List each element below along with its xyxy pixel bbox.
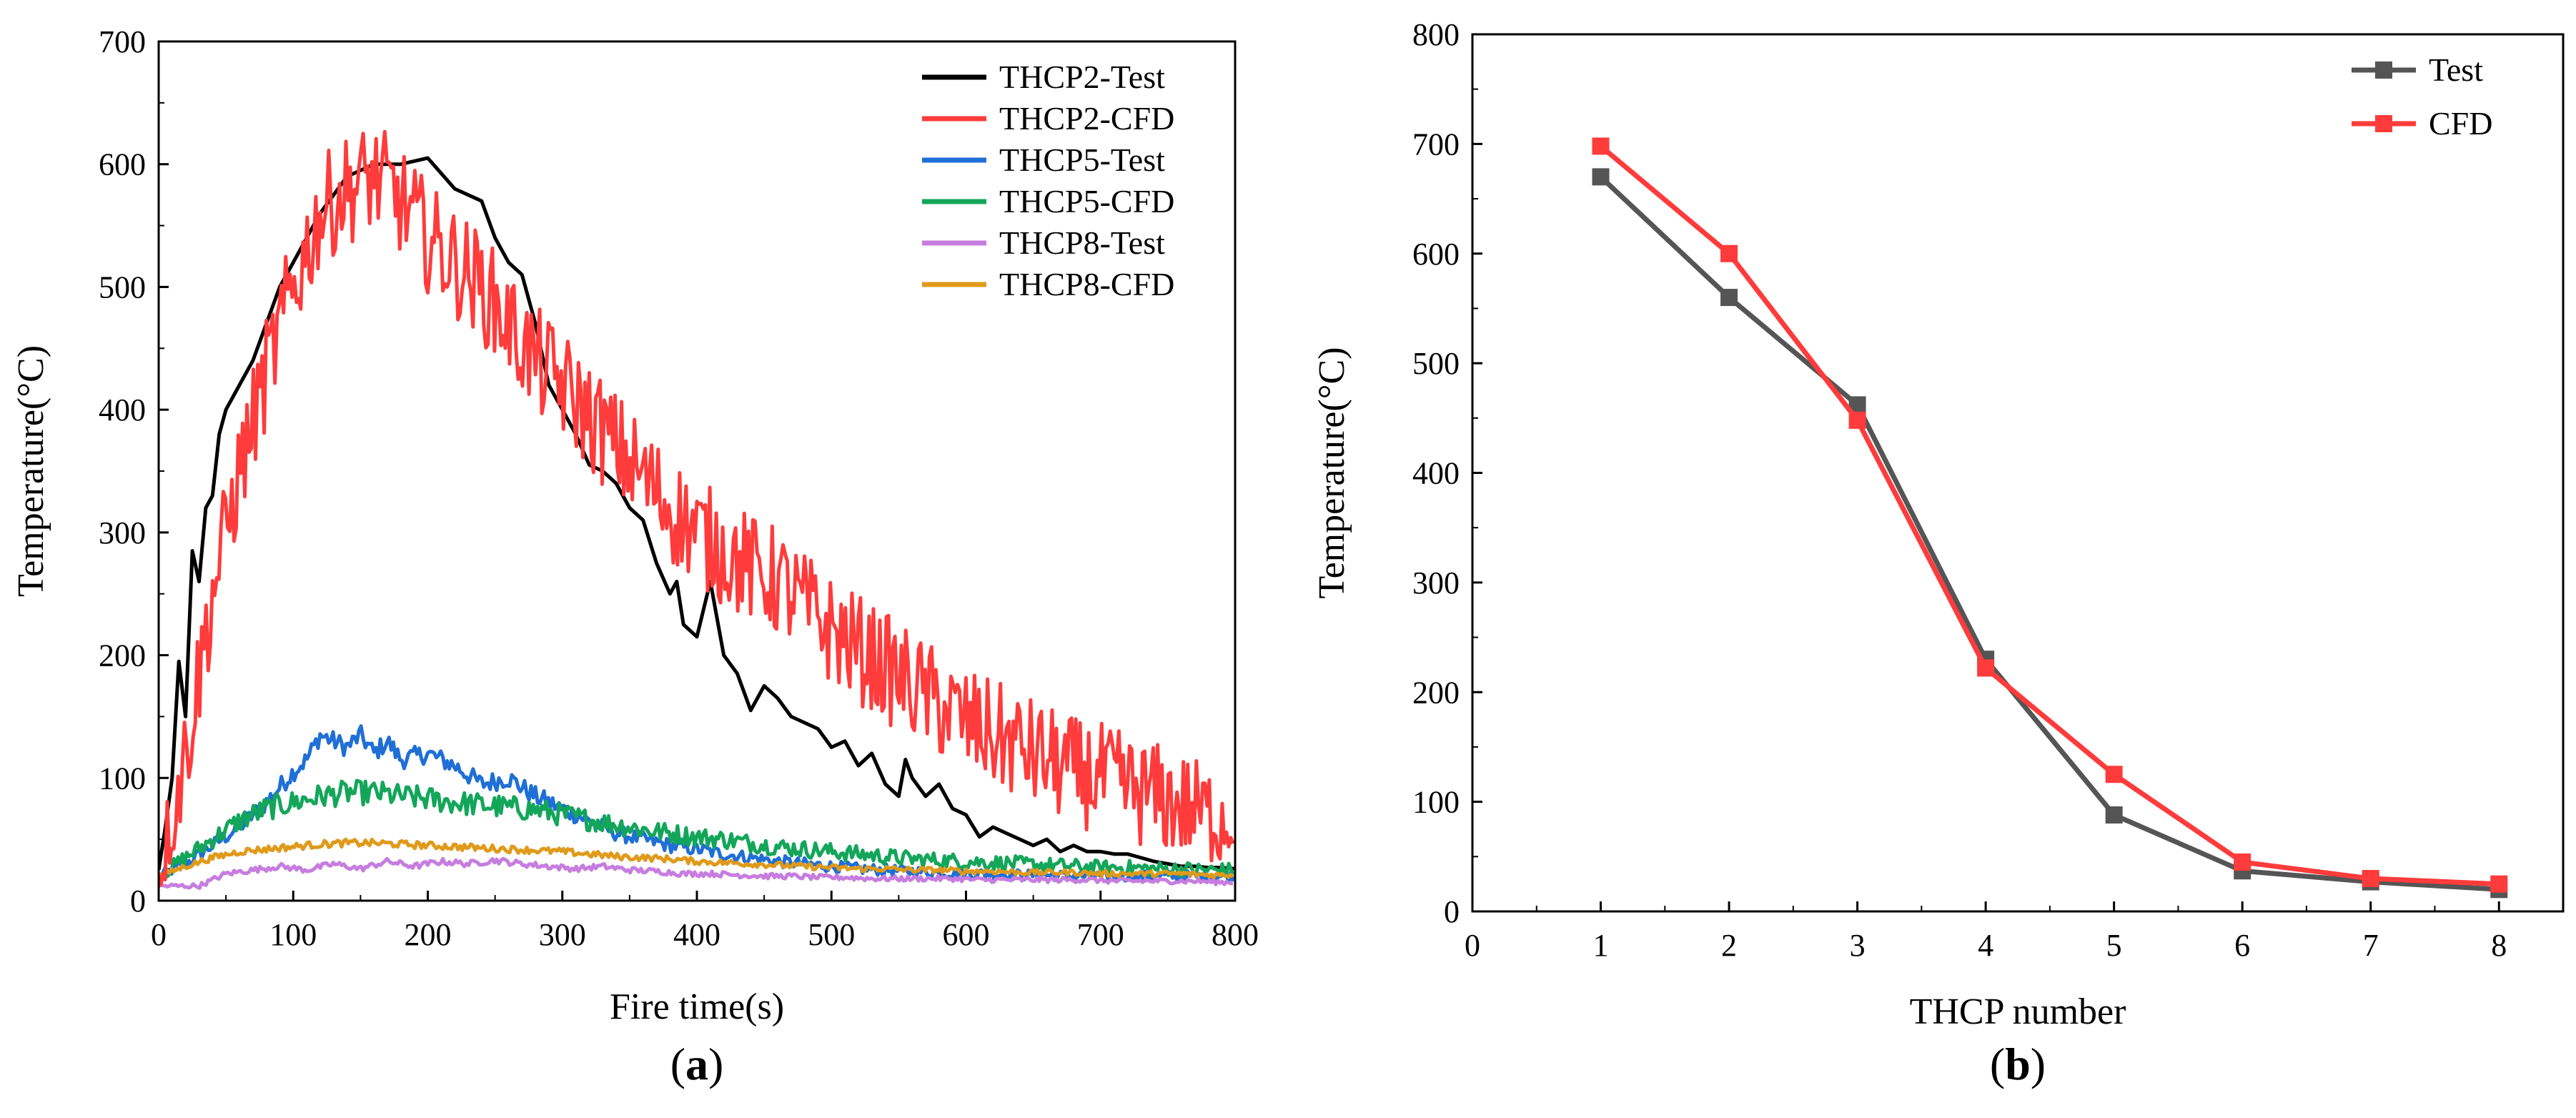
panel-a-x-axis-label: Fire time(s) <box>610 986 784 1027</box>
y-tick-label: 0 <box>130 884 146 919</box>
x-tick-label: 8 <box>2491 928 2507 963</box>
y-tick-label: 500 <box>99 269 146 305</box>
data-point-cfd <box>2234 853 2251 871</box>
legend-label: THCP2-CFD <box>999 100 1174 137</box>
x-tick-label: 1 <box>1593 928 1609 963</box>
panel-a-x-ticks: 0 100 200 300 400 500 600 700 800 <box>151 891 1259 952</box>
x-tick-label: 200 <box>405 917 452 952</box>
y-tick-label: 800 <box>1412 17 1460 52</box>
panel-b-legend: Test CFD <box>2352 51 2492 142</box>
series-line-thcp5-cfd <box>159 778 1235 884</box>
y-tick-label: 100 <box>1412 785 1460 820</box>
panel-a-y-axis-label: Temperature(°C) <box>11 345 51 597</box>
x-tick-label: 2 <box>1721 928 1737 963</box>
legend-label: THCP8-CFD <box>999 266 1174 302</box>
legend-label: THCP5-Test <box>999 142 1165 178</box>
data-point-test <box>1592 168 1610 186</box>
x-tick-label: 700 <box>1077 917 1124 952</box>
panel-b-caption-letter: b <box>2005 1039 2031 1089</box>
series-line-thcp2-cfd <box>159 129 1235 887</box>
panel-a-series-group <box>159 129 1235 890</box>
y-tick-label: 300 <box>1412 565 1460 600</box>
y-tick-label: 500 <box>1412 346 1460 381</box>
legend-marker-cfd <box>2375 115 2392 132</box>
x-tick-label: 800 <box>1212 917 1259 952</box>
y-tick-label: 700 <box>1412 127 1460 162</box>
x-tick-label: 0 <box>1465 928 1480 963</box>
y-tick-label: 200 <box>1412 675 1460 710</box>
data-point-cfd <box>2105 766 2123 783</box>
x-tick-label: 100 <box>269 917 317 952</box>
data-point-cfd <box>2362 869 2379 887</box>
legend-label: THCP2-Test <box>999 59 1165 95</box>
x-tick-label: 3 <box>1850 928 1866 963</box>
data-point-test <box>1720 289 1738 307</box>
legend-label: Test <box>2429 51 2483 88</box>
x-tick-label: 600 <box>943 917 990 952</box>
data-point-cfd <box>1592 137 1610 155</box>
x-tick-label: 5 <box>2106 928 2122 963</box>
data-point-cfd <box>1848 411 1866 429</box>
x-tick-label: 7 <box>2363 928 2379 963</box>
series-line-thcp8-cfd <box>159 837 1234 880</box>
legend-label: CFD <box>2429 105 2492 142</box>
series-line-cfd <box>1599 144 2500 887</box>
legend-label: THCP5-CFD <box>999 183 1174 219</box>
y-tick-label: 200 <box>99 638 146 673</box>
panel-b-series-group <box>1592 137 2508 899</box>
panel-b-y-axis-label: Temperature(°C) <box>1312 347 1352 598</box>
data-point-cfd <box>2490 875 2508 893</box>
y-tick-label: 400 <box>1412 456 1460 491</box>
panel-a-legend: THCP2-Test THCP2-CFD THCP5-Test THCP5-CFD TH… <box>922 59 1174 302</box>
panel-b-x-axis-label: THCP number <box>1910 991 2126 1032</box>
y-tick-label: 0 <box>1444 894 1460 929</box>
data-point-cfd <box>1720 244 1738 262</box>
series-line-test <box>1599 174 2500 892</box>
y-tick-label: 600 <box>99 147 146 182</box>
x-tick-label: 500 <box>808 917 855 952</box>
legend-label: THCP8-Test <box>999 224 1165 261</box>
panel-b-caption-label: (b) <box>1990 1039 2046 1089</box>
y-tick-label: 600 <box>1412 237 1460 272</box>
panel-b-plot-frame <box>1471 33 2565 913</box>
y-tick-label: 700 <box>99 24 146 59</box>
x-tick-label: 4 <box>1978 928 1993 963</box>
x-tick-label: 6 <box>2234 928 2250 963</box>
panel-b: 0 1 2 3 4 5 6 7 8 0 100 200 300 400 500 600 700 800 Test… <box>1312 17 2565 1089</box>
y-tick-label: 100 <box>99 761 146 796</box>
series-line-thcp8-test <box>159 856 1234 890</box>
panel-a-caption-letter: a <box>685 1039 708 1089</box>
x-tick-label: 0 <box>151 917 167 952</box>
y-tick-label: 300 <box>99 515 146 550</box>
panel-b-y-ticks: 0 100 200 300 400 500 600 700 800 <box>1412 17 1482 929</box>
panel-a: 0 100 200 300 400 500 600 700 800 0 100 200 300 400 5… <box>11 24 1259 1089</box>
panel-a-caption-label: (a) <box>670 1039 724 1089</box>
panel-b-x-ticks: 0 1 2 3 4 5 6 7 8 <box>1465 901 2507 963</box>
data-point-cfd <box>1977 659 1995 677</box>
legend-marker-test <box>2375 61 2392 79</box>
x-tick-label: 400 <box>673 917 720 952</box>
panel-a-y-ticks: 0 100 200 300 400 500 600 700 <box>99 24 169 919</box>
data-point-test <box>2105 806 2123 824</box>
x-tick-label: 300 <box>539 917 586 952</box>
y-tick-label: 400 <box>99 392 146 427</box>
